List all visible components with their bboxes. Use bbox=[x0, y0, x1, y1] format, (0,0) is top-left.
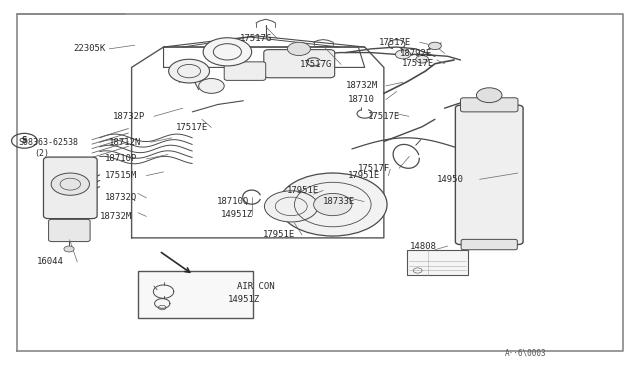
Text: 18712N: 18712N bbox=[109, 138, 141, 147]
Text: 18733E: 18733E bbox=[323, 197, 355, 206]
Text: 17517E: 17517E bbox=[402, 59, 434, 68]
Circle shape bbox=[476, 88, 502, 103]
Circle shape bbox=[51, 173, 90, 195]
Text: 14808: 14808 bbox=[410, 241, 436, 250]
Text: 17951E: 17951E bbox=[348, 171, 380, 180]
Text: 17517G: 17517G bbox=[300, 60, 332, 69]
Text: 17517E: 17517E bbox=[176, 123, 209, 132]
FancyBboxPatch shape bbox=[264, 49, 335, 78]
Text: A··6\0003: A··6\0003 bbox=[505, 348, 547, 357]
FancyBboxPatch shape bbox=[49, 219, 90, 241]
Bar bbox=[138, 271, 253, 318]
Circle shape bbox=[203, 38, 252, 66]
Text: 17515M: 17515M bbox=[105, 171, 137, 180]
FancyBboxPatch shape bbox=[456, 105, 523, 244]
Text: 14950: 14950 bbox=[437, 175, 464, 184]
FancyBboxPatch shape bbox=[224, 62, 266, 80]
Text: 14951Z: 14951Z bbox=[221, 210, 253, 219]
Circle shape bbox=[278, 173, 387, 236]
Text: 18710P: 18710P bbox=[105, 154, 137, 163]
Circle shape bbox=[429, 42, 442, 49]
Text: 22305K: 22305K bbox=[73, 44, 105, 53]
Circle shape bbox=[169, 59, 209, 83]
Text: 18732Q: 18732Q bbox=[105, 193, 137, 202]
Circle shape bbox=[64, 246, 74, 252]
Text: S08363-62538: S08363-62538 bbox=[19, 138, 79, 147]
Text: 18710Q: 18710Q bbox=[216, 197, 249, 206]
Text: 17951E: 17951E bbox=[262, 230, 295, 240]
Text: 17951E: 17951E bbox=[287, 186, 319, 195]
Text: 17517E: 17517E bbox=[379, 38, 411, 47]
Circle shape bbox=[416, 55, 429, 63]
Circle shape bbox=[314, 193, 352, 216]
FancyBboxPatch shape bbox=[44, 157, 97, 219]
Text: 18732M: 18732M bbox=[100, 212, 132, 221]
Bar bbox=[407, 250, 467, 275]
Circle shape bbox=[198, 78, 224, 93]
Text: (2): (2) bbox=[35, 149, 49, 158]
Text: AIR CON: AIR CON bbox=[237, 282, 275, 291]
Text: 18710: 18710 bbox=[348, 95, 374, 104]
FancyBboxPatch shape bbox=[461, 98, 518, 112]
Text: 18732P: 18732P bbox=[113, 112, 145, 121]
Text: 14951Z: 14951Z bbox=[227, 295, 260, 304]
Text: 16044: 16044 bbox=[37, 257, 64, 266]
Text: 18792E: 18792E bbox=[400, 49, 432, 58]
Circle shape bbox=[264, 191, 318, 222]
Text: S: S bbox=[22, 136, 27, 145]
Text: 17517E: 17517E bbox=[368, 112, 400, 121]
Text: 18732M: 18732M bbox=[346, 81, 378, 90]
Text: 17517F: 17517F bbox=[358, 164, 390, 173]
Circle shape bbox=[396, 50, 411, 59]
Text: 17517G: 17517G bbox=[240, 34, 273, 43]
Circle shape bbox=[287, 42, 310, 55]
FancyBboxPatch shape bbox=[461, 239, 517, 250]
